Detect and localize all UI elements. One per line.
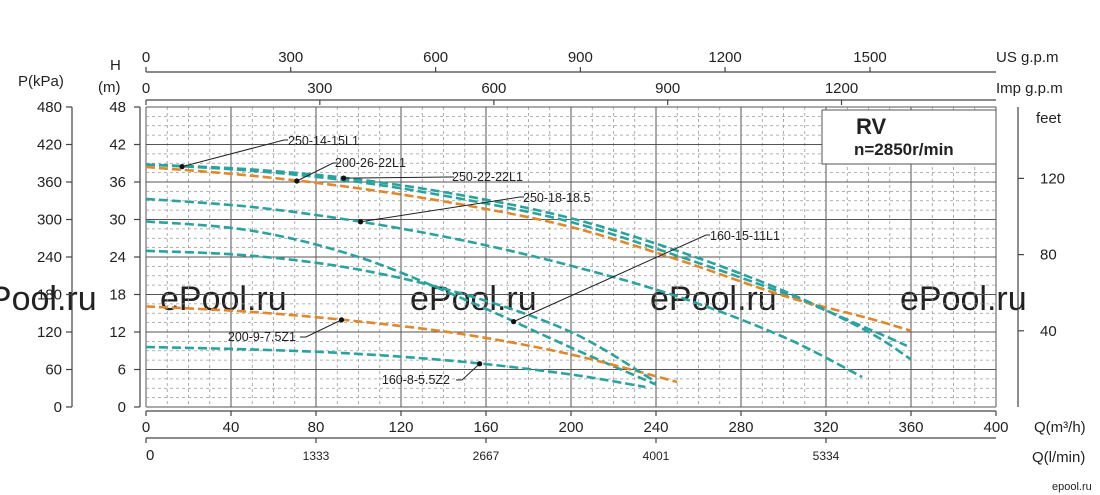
axes: 0 40 80 120 160 200 240 280 320 360 400 Q(m³/h)0 133… <box>18 49 1086 466</box>
callout-label: 160-15-11L1 <box>710 229 780 243</box>
callout-label: 160-8-5.5Z2 <box>382 373 450 387</box>
callout-leader <box>513 234 710 323</box>
x2-tick-label: 1333 <box>303 449 330 463</box>
top-us-tick-label: 900 <box>568 49 593 66</box>
top-imp-tick-label: 600 <box>481 80 506 97</box>
chart-title: RV <box>856 114 886 139</box>
callout-dot <box>511 319 517 325</box>
chart-subtitle: n=2850r/min <box>854 140 954 159</box>
x2-tick-label: 0 <box>146 447 154 464</box>
callout-dot <box>358 219 364 225</box>
top-us-tick-label: 1200 <box>708 49 741 66</box>
callout-leader <box>456 363 480 381</box>
callout-layer: 250-14-15L1 200-26-22L1 250-22-22L1250-18-… <box>179 134 780 387</box>
callout-leader <box>343 176 454 179</box>
y-tick-label: 18 <box>109 287 126 304</box>
y-tick-label: 36 <box>109 174 126 191</box>
callout-leader <box>360 196 524 223</box>
y-tick-label: 0 <box>118 399 126 416</box>
p-tick-label: 240 <box>37 249 62 266</box>
y-tick-label: 12 <box>109 324 126 341</box>
x-tick-label: 360 <box>898 419 923 436</box>
top-us-tick-label: 1500 <box>853 49 886 66</box>
p-tick-label: 300 <box>37 212 62 229</box>
x-tick-label: 40 <box>223 419 240 436</box>
callout-dot <box>341 175 347 181</box>
callout-leader <box>181 139 288 168</box>
y-tick-label: 6 <box>118 362 126 379</box>
curve-series-4 <box>145 220 657 386</box>
y-tick-label: 42 <box>109 137 126 154</box>
rv-info-box: RV n=2850r/min <box>821 109 997 165</box>
curve-layer <box>145 163 912 389</box>
curve-series-0 <box>145 163 908 347</box>
feet-axis-label: feet <box>1036 110 1062 127</box>
callout-leader <box>296 162 337 182</box>
x-tick-label: 80 <box>308 419 325 436</box>
x-tick-label: 320 <box>813 419 838 436</box>
curve-series-2 <box>145 163 912 361</box>
callout-label: 250-14-15L1 <box>288 134 359 148</box>
curve-series-5 <box>145 305 678 384</box>
y-tick-label: 24 <box>109 249 126 266</box>
curve-series-1 <box>145 165 912 333</box>
feet-tick-label: 80 <box>1040 247 1057 264</box>
watermark-text-4: ePool.ru <box>900 280 1027 318</box>
watermark-text-0: ePool.ru <box>0 280 97 318</box>
y-tick-label: 30 <box>109 212 126 229</box>
top-imp-tick-label: 1200 <box>825 80 858 97</box>
feet-tick-label: 120 <box>1040 170 1065 187</box>
top-imp-tick-label: 300 <box>307 80 332 97</box>
x2-tick-label: 2667 <box>473 449 500 463</box>
top-us-tick-label: 0 <box>142 49 150 66</box>
p-tick-label: 120 <box>37 324 62 341</box>
curve-series-7 <box>145 249 657 384</box>
top-us-axis-label: US g.p.m <box>996 49 1059 66</box>
x2-tick-label: 5334 <box>813 449 840 463</box>
watermark-text-3: ePool.ru <box>650 280 777 318</box>
callout-label: 200-9-7.5Z1 <box>228 330 296 344</box>
feet-tick-label: 40 <box>1040 323 1057 340</box>
callout-dot <box>179 164 185 170</box>
p-tick-label: 480 <box>37 99 62 116</box>
x-tick-label: 400 <box>983 419 1008 436</box>
curve-series-3 <box>145 197 863 379</box>
p-tick-label: 60 <box>45 362 62 379</box>
top-us-tick-label: 300 <box>278 49 303 66</box>
p-tick-label: 0 <box>54 399 62 416</box>
p-axis-label: P(kPa) <box>18 73 64 90</box>
x-tick-label: 280 <box>728 419 753 436</box>
top-imp-axis-label: Imp g.p.m <box>996 80 1063 97</box>
top-imp-tick-label: 0 <box>142 80 150 97</box>
x-axis-label: Q(m³/h) <box>1034 419 1086 436</box>
x2-tick-label: 4001 <box>643 449 670 463</box>
callout-dot <box>338 317 345 323</box>
top-us-tick-label: 600 <box>423 49 448 66</box>
x-tick-label: 240 <box>643 419 668 436</box>
callout-leader <box>300 319 342 338</box>
y-axis-unit: (m) <box>98 79 121 96</box>
callout-label: 250-18-18.5 <box>523 191 590 205</box>
p-tick-label: 420 <box>37 137 62 154</box>
y-tick-label: 48 <box>109 99 126 116</box>
callout-dot <box>477 361 483 367</box>
p-tick-label: 180 <box>37 287 62 304</box>
y-axis-label: H <box>110 57 121 74</box>
x-tick-label: 120 <box>388 419 413 436</box>
x-tick-label: 160 <box>473 419 498 436</box>
callout-label: 250-22-22L1 <box>452 170 523 184</box>
x-tick-label: 200 <box>558 419 583 436</box>
callout-label: 200-26-22L1 <box>335 156 406 170</box>
x2-axis-label: Q(l/min) <box>1032 449 1085 466</box>
callout-dot <box>294 178 300 184</box>
footer-brand: epool.ru <box>1052 481 1092 493</box>
x-tick-label: 0 <box>142 419 150 436</box>
top-imp-tick-label: 900 <box>655 80 680 97</box>
p-tick-label: 360 <box>37 174 62 191</box>
